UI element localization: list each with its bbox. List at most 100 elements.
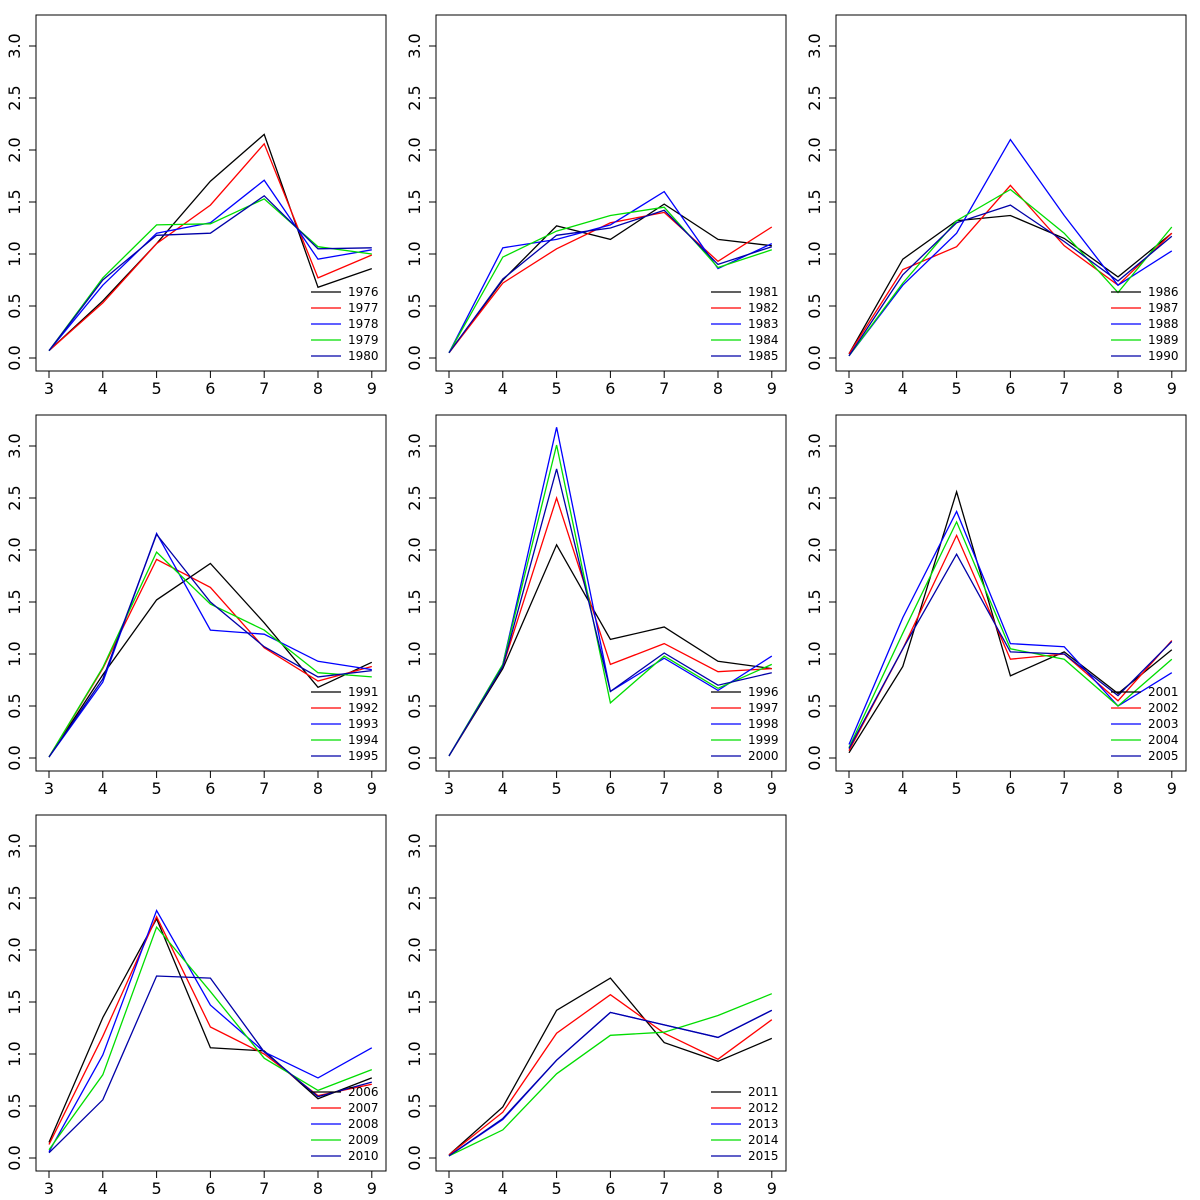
legend-label: 2003 xyxy=(1148,717,1179,731)
x-tick-label: 7 xyxy=(659,1179,669,1198)
x-tick-label: 9 xyxy=(1167,779,1177,798)
y-tick-label: 0.0 xyxy=(5,345,24,370)
x-tick-label: 3 xyxy=(444,779,454,798)
panel-3: 3 4 5 6 7 8 9 0.0 0.5 1.0 1.5 2.0 2.5 3.0 1986 1987 1988… xyxy=(805,14,1187,398)
plot-frame xyxy=(435,414,787,772)
series-line-1979 xyxy=(48,198,372,352)
y-tick-label: 1.0 xyxy=(5,641,24,666)
x-tick-label: 6 xyxy=(1005,779,1015,798)
series-line-2014 xyxy=(448,993,773,1157)
y-tick-label: 2.0 xyxy=(805,137,824,162)
x-tick-label: 8 xyxy=(313,379,323,398)
legend-label: 1996 xyxy=(748,685,779,699)
x-tick-label: 8 xyxy=(713,1179,723,1198)
y-tick-label: 3.0 xyxy=(5,833,24,858)
y-tick-label: 3.0 xyxy=(405,833,424,858)
series-line-2000 xyxy=(448,468,772,757)
legend: 2001 2002 2003 2004 2005 xyxy=(1111,685,1179,763)
y-tick-label: 2.0 xyxy=(5,537,24,562)
x-tick-label: 4 xyxy=(498,379,508,398)
series-line-1977 xyxy=(48,142,373,352)
x-tick-label: 8 xyxy=(713,379,723,398)
series-line-1984 xyxy=(448,206,773,354)
y-tick-label: 2.0 xyxy=(5,937,24,962)
series-line-2015 xyxy=(448,1009,773,1157)
legend: 1986 1987 1988 1989 1990 xyxy=(1111,285,1179,363)
x-tick-label: 5 xyxy=(952,379,962,398)
plot-frame xyxy=(435,814,787,1172)
y-tick-label: 1.5 xyxy=(405,589,424,614)
y-tick-label: 2.5 xyxy=(405,885,424,910)
x-tick-label: 7 xyxy=(1059,779,1069,798)
y-tick-label: 2.5 xyxy=(805,485,824,510)
x-tick-label: 3 xyxy=(44,379,54,398)
legend-label: 2011 xyxy=(748,1085,779,1099)
legend-label: 1987 xyxy=(1148,301,1179,315)
legend-label: 2000 xyxy=(748,749,779,763)
y-tick-label: 1.0 xyxy=(5,1041,24,1066)
y-tick-label: 3.0 xyxy=(5,433,24,458)
y-tick-label: 3.0 xyxy=(805,33,824,58)
legend-label: 1993 xyxy=(348,717,379,731)
plot-frame xyxy=(835,414,1187,772)
y-tick-label: 2.0 xyxy=(405,537,424,562)
y-tick-label: 1.5 xyxy=(805,589,824,614)
x-tick-label: 9 xyxy=(767,1179,777,1198)
legend-label: 2004 xyxy=(1148,733,1179,747)
y-tick-label: 2.5 xyxy=(5,85,24,110)
y-tick-label: 0.5 xyxy=(405,693,424,718)
y-tick-label: 2.0 xyxy=(805,537,824,562)
y-tick-label: 2.0 xyxy=(405,137,424,162)
y-tick-label: 1.5 xyxy=(405,989,424,1014)
series-line-2009 xyxy=(48,925,373,1151)
legend-label: 1977 xyxy=(348,301,379,315)
y-tick-label: 1.0 xyxy=(405,641,424,666)
y-tick-label: 0.5 xyxy=(5,1093,24,1118)
x-tick-label: 6 xyxy=(205,779,215,798)
y-tick-label: 1.0 xyxy=(405,1041,424,1066)
x-tick-label: 6 xyxy=(205,379,215,398)
series-line-1981 xyxy=(448,203,772,354)
legend-label: 1980 xyxy=(348,349,379,363)
x-tick-label: 4 xyxy=(898,379,908,398)
plot-frame xyxy=(35,14,387,372)
x-tick-label: 5 xyxy=(552,779,562,798)
y-tick-label: 3.0 xyxy=(805,433,824,458)
legend-label: 2002 xyxy=(1148,701,1179,715)
x-tick-label: 5 xyxy=(152,1179,162,1198)
y-tick-label: 1.5 xyxy=(5,989,24,1014)
x-tick-label: 9 xyxy=(767,379,777,398)
y-tick-label: 0.0 xyxy=(405,345,424,370)
x-tick-label: 5 xyxy=(552,1179,562,1198)
y-tick-label: 2.0 xyxy=(405,937,424,962)
panel-5: 3 4 5 6 7 8 9 0.0 0.5 1.0 1.5 2.0 2.5 3.0 1996 1997 1998… xyxy=(405,414,787,798)
x-tick-label: 7 xyxy=(259,379,269,398)
x-tick-label: 6 xyxy=(1005,379,1015,398)
y-tick-label: 0.5 xyxy=(405,1093,424,1118)
y-tick-label: 0.5 xyxy=(5,693,24,718)
legend-label: 2014 xyxy=(748,1133,779,1147)
y-tick-label: 0.0 xyxy=(5,1145,24,1170)
legend: 1996 1997 1998 1999 2000 xyxy=(711,685,779,763)
series-line-2001 xyxy=(848,489,1173,754)
series-line-2006 xyxy=(48,917,373,1143)
x-tick-label: 5 xyxy=(952,779,962,798)
y-tick-label: 0.0 xyxy=(805,345,824,370)
x-tick-label: 3 xyxy=(44,779,54,798)
legend-label: 1978 xyxy=(348,317,379,331)
series-line-2007 xyxy=(48,915,372,1145)
legend-label: 1994 xyxy=(348,733,379,747)
x-tick-label: 7 xyxy=(259,779,269,798)
legend-label: 1995 xyxy=(348,749,379,763)
legend-label: 1986 xyxy=(1148,285,1179,299)
legend-label: 1998 xyxy=(748,717,779,731)
series-line-2004 xyxy=(848,520,1173,748)
x-tick-label: 6 xyxy=(605,1179,615,1198)
x-tick-label: 8 xyxy=(1113,379,1123,398)
legend-label: 1979 xyxy=(348,333,379,347)
series-line-1992 xyxy=(48,558,372,758)
series-line-1990 xyxy=(848,204,1173,357)
x-tick-label: 8 xyxy=(1113,779,1123,798)
series-line-1982 xyxy=(448,211,773,354)
legend: 1976 1977 1978 1979 1980 xyxy=(311,285,379,363)
